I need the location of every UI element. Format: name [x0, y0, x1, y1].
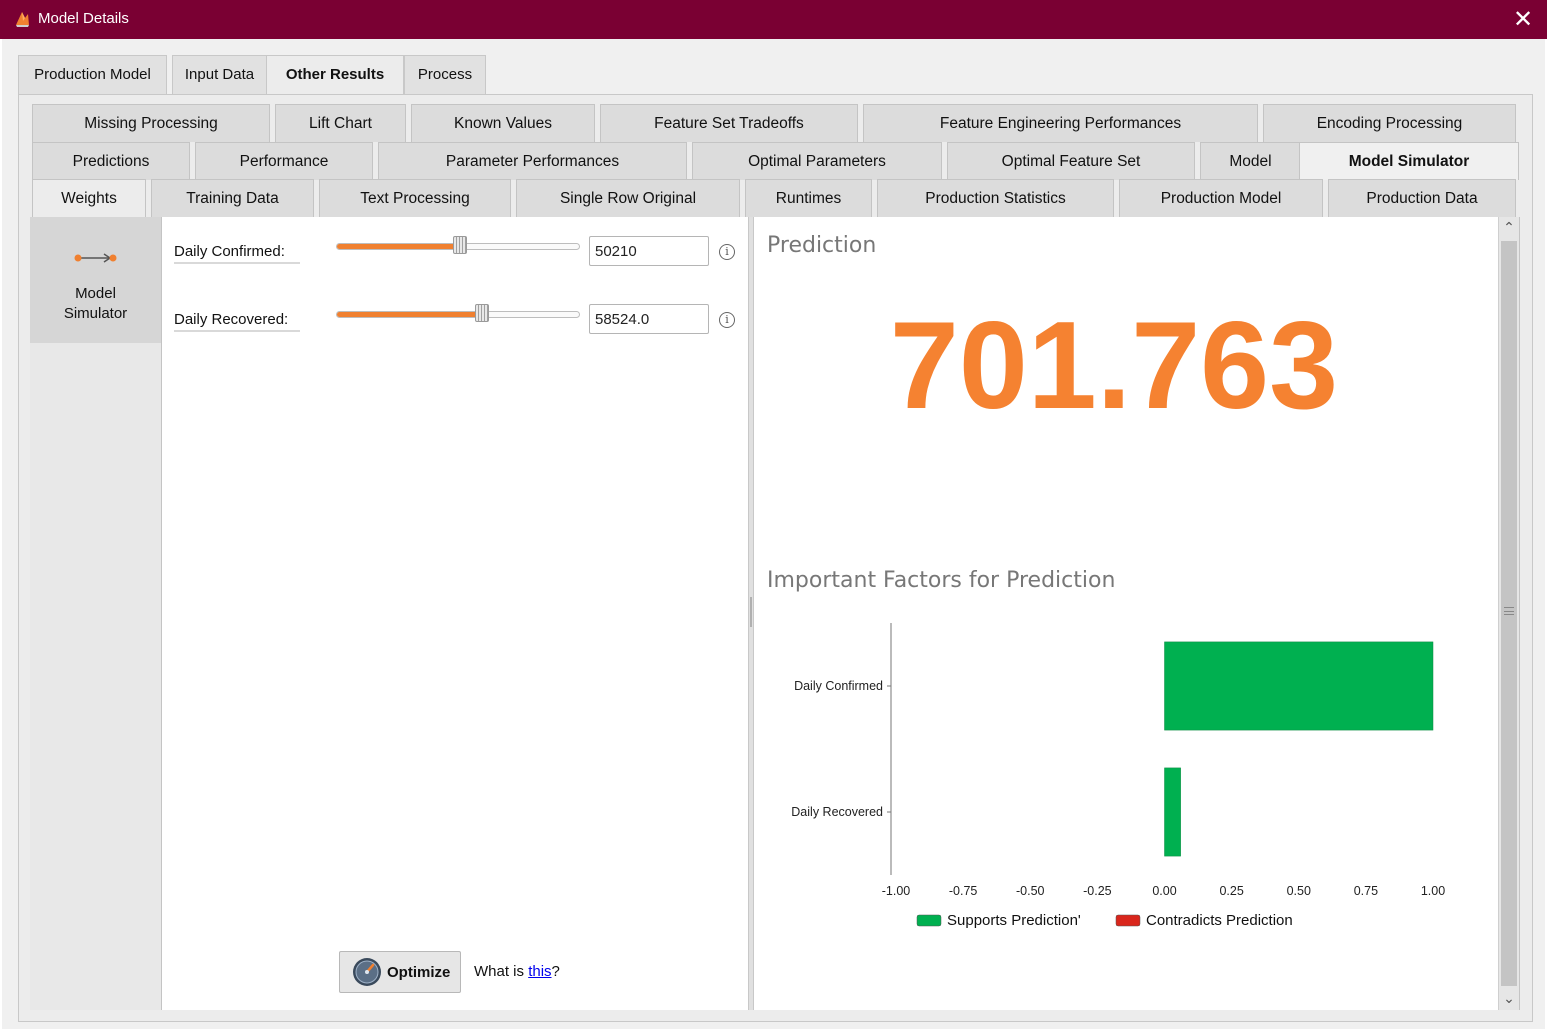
- scroll-up-icon[interactable]: ⌃: [1503, 220, 1515, 236]
- x-tick-label: -0.25: [1083, 884, 1112, 898]
- y-tick-label: Daily Confirmed: [794, 679, 883, 693]
- title-bar: Model Details ✕: [0, 0, 1547, 39]
- subtab-weights[interactable]: Weights: [32, 179, 146, 217]
- tab-other-results[interactable]: Other Results: [266, 55, 404, 95]
- x-tick-label: -0.50: [1016, 884, 1045, 898]
- side-nav-model-simulator[interactable]: Model Simulator: [30, 217, 161, 343]
- subtab-training-data[interactable]: Training Data: [151, 179, 314, 217]
- slider-fill: [337, 244, 461, 249]
- x-tick-label: 0.50: [1287, 884, 1311, 898]
- daily-confirmed-input[interactable]: [589, 236, 709, 266]
- slider-thumb[interactable]: [453, 236, 467, 254]
- subtab-production-data[interactable]: Production Data: [1328, 179, 1516, 217]
- subtab-feature-set-tradeoffs[interactable]: Feature Set Tradeoffs: [600, 104, 858, 142]
- legend-label: Supports Prediction': [947, 912, 1081, 929]
- subtab-missing-processing[interactable]: Missing Processing: [32, 104, 270, 142]
- simulator-icon: [74, 253, 117, 263]
- what-is-prefix: What is: [474, 963, 529, 980]
- daily-confirmed-slider[interactable]: [336, 236, 580, 254]
- subtab-feature-engineering-performances[interactable]: Feature Engineering Performances: [863, 104, 1258, 142]
- subtab-runtimes[interactable]: Runtimes: [745, 179, 872, 217]
- x-tick-label: -1.00: [882, 884, 911, 898]
- tab-input-data[interactable]: Input Data: [172, 55, 267, 94]
- scroll-down-icon[interactable]: ⌄: [1503, 991, 1515, 1007]
- app-logo-icon: [16, 12, 29, 27]
- what-is-link[interactable]: this: [528, 963, 552, 980]
- pane-splitter[interactable]: [748, 217, 754, 1010]
- info-icon[interactable]: i: [719, 244, 735, 260]
- optimize-button[interactable]: Optimize: [339, 951, 461, 993]
- scrollbar-thumb[interactable]: [1501, 241, 1517, 986]
- legend-label: Contradicts Prediction: [1146, 912, 1293, 929]
- daily-recovered-label: Daily Recovered:: [174, 311, 300, 332]
- vertical-scrollbar[interactable]: ⌃ ⌄: [1498, 217, 1519, 1010]
- legend-swatch: [916, 914, 942, 927]
- subtab-production-model[interactable]: Production Model: [1119, 179, 1323, 217]
- scrollbar-grip: [1504, 607, 1514, 615]
- close-icon[interactable]: ✕: [1512, 5, 1534, 33]
- prediction-value: 701.763: [889, 297, 1339, 435]
- x-tick-label: 0.00: [1152, 884, 1176, 898]
- daily-recovered-input[interactable]: [589, 304, 709, 334]
- y-tick-label: Daily Recovered: [791, 805, 883, 819]
- tab-process[interactable]: Process: [404, 55, 486, 94]
- subtab-text-processing[interactable]: Text Processing: [319, 179, 511, 217]
- x-tick-label: 0.25: [1219, 884, 1243, 898]
- side-nav-label: Model Simulator: [30, 284, 161, 324]
- x-tick-label: -0.75: [949, 884, 978, 898]
- subtab-encoding-processing[interactable]: Encoding Processing: [1263, 104, 1516, 142]
- what-is-help: What is this?: [474, 963, 560, 980]
- subtab-model-simulator[interactable]: Model Simulator: [1299, 142, 1519, 180]
- subtab-production-statistics[interactable]: Production Statistics: [877, 179, 1114, 217]
- subtab-known-values[interactable]: Known Values: [411, 104, 595, 142]
- factor-bar: [1164, 767, 1181, 857]
- splitter-grip: [750, 597, 752, 627]
- subtab-predictions[interactable]: Predictions: [32, 142, 190, 180]
- subtab-model[interactable]: Model: [1200, 142, 1301, 180]
- side-nav: Model Simulator: [30, 217, 162, 1010]
- subtab-lift-chart[interactable]: Lift Chart: [275, 104, 406, 142]
- info-icon[interactable]: i: [719, 312, 735, 328]
- legend-swatch: [1115, 914, 1141, 927]
- subtab-parameter-performances[interactable]: Parameter Performances: [378, 142, 687, 180]
- slider-thumb[interactable]: [475, 304, 489, 322]
- slider-fill: [337, 312, 483, 317]
- window-title: Model Details: [38, 10, 129, 27]
- daily-recovered-slider[interactable]: [336, 304, 580, 322]
- optimize-label: Optimize: [387, 964, 451, 981]
- x-tick-label: 1.00: [1421, 884, 1445, 898]
- simulator-inputs-pane: Daily Confirmed: i Daily Recovered: i Op…: [162, 217, 748, 1010]
- subtab-single-row-original[interactable]: Single Row Original: [516, 179, 740, 217]
- prediction-title: Prediction: [767, 233, 877, 258]
- factor-bar: [1164, 641, 1434, 731]
- tab-production-model[interactable]: Production Model: [18, 55, 167, 94]
- gauge-icon: [353, 958, 381, 986]
- important-factors-chart: Daily Confirmed Daily Recovered -1.00 -0.75…: [791, 623, 1445, 929]
- subtab-optimal-feature-set[interactable]: Optimal Feature Set: [947, 142, 1195, 180]
- x-tick-label: 0.75: [1354, 884, 1378, 898]
- factors-title: Important Factors for Prediction: [767, 568, 1116, 593]
- prediction-pane: Prediction 701.763 Important Factors for…: [754, 217, 1498, 1010]
- what-is-suffix: ?: [551, 963, 560, 980]
- subtab-optimal-parameters[interactable]: Optimal Parameters: [692, 142, 942, 180]
- subtab-performance[interactable]: Performance: [195, 142, 373, 180]
- side-nav-label-line1: Model: [75, 285, 116, 302]
- side-nav-label-line2: Simulator: [63, 305, 128, 322]
- daily-confirmed-label: Daily Confirmed:: [174, 243, 300, 264]
